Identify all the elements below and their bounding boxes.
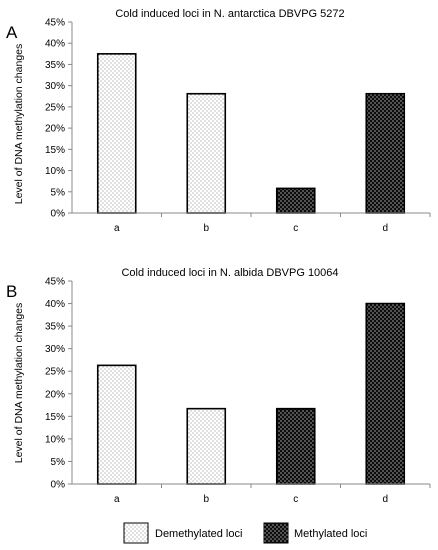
legend-swatch-light [123, 522, 149, 544]
y-tick-label: 30% [45, 81, 65, 92]
y-tick-label: 40% [45, 299, 65, 310]
bars [96, 53, 406, 214]
y-tick-label: 0% [51, 480, 66, 491]
y-tick-label: 15% [45, 412, 65, 423]
chart-panel-a: A Cold induced loci in N. antarctica DBV… [6, 8, 431, 234]
y-tick-label: 25% [45, 367, 65, 378]
x-tick-label: a [114, 494, 120, 505]
y-tick-label: 45% [45, 277, 65, 288]
y-ticks: 0% 5% 10% 15% 20% 25% 30% 35% 40% 45% [45, 18, 72, 220]
legend: Demethylated loci Methylated loci [123, 522, 367, 544]
legend-item-methylated: Methylated loci [263, 522, 367, 544]
x-tick-label: d [382, 494, 388, 505]
x-tick-label: b [203, 494, 209, 505]
y-axis-label: Level of DNA methylation changes [13, 303, 25, 464]
y-tick-label: 5% [51, 187, 66, 198]
x-tick-label: b [203, 223, 209, 234]
legend-item-demethylated: Demethylated loci [123, 522, 242, 544]
chart-title: Cold induced loci in N. albida DBVPG 100… [121, 267, 338, 279]
y-axis-label: Level of DNA methylation changes [13, 44, 25, 205]
legend-swatch-dark [263, 522, 289, 544]
x-tick-label: c [293, 494, 298, 505]
legend-label: Methylated loci [294, 528, 367, 540]
y-tick-label: 5% [51, 457, 66, 468]
panel-letter: B [6, 282, 17, 301]
panel-letter: A [6, 23, 18, 42]
y-ticks: 0% 5% 10% 15% 20% 25% 30% 35% 40% 45% [45, 277, 72, 491]
y-tick-label: 10% [45, 434, 65, 445]
y-tick-label: 45% [45, 18, 65, 29]
x-tick-label: a [114, 223, 120, 234]
x-ticks: a b c d [114, 484, 431, 505]
bar-a [96, 364, 137, 485]
y-tick-label: 15% [45, 145, 65, 156]
bar-c [275, 407, 316, 485]
chart-title: Cold induced loci in N. antarctica DBVPG… [115, 8, 344, 20]
y-tick-label: 20% [45, 124, 65, 135]
y-tick-label: 30% [45, 344, 65, 355]
y-tick-label: 40% [45, 39, 65, 50]
bar-d [365, 92, 406, 214]
y-tick-label: 20% [45, 389, 65, 400]
y-tick-label: 0% [51, 209, 66, 220]
bar-b [186, 92, 227, 214]
bar-c [275, 187, 316, 214]
y-tick-label: 25% [45, 102, 65, 113]
x-tick-label: d [382, 223, 388, 234]
bar-b [186, 407, 227, 485]
y-tick-label: 10% [45, 166, 65, 177]
y-tick-label: 35% [45, 60, 65, 71]
bar-d [365, 302, 406, 485]
chart-panel-b: B Cold induced loci in N. albida DBVPG 1… [6, 267, 431, 505]
x-tick-label: c [293, 223, 298, 234]
legend-label: Demethylated loci [155, 528, 242, 540]
y-tick-label: 35% [45, 322, 65, 333]
bars [96, 302, 406, 485]
x-ticks: a b c d [114, 213, 431, 234]
bar-a [96, 53, 137, 214]
